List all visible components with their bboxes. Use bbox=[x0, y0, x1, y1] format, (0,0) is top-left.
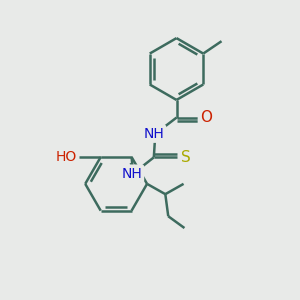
Text: O: O bbox=[200, 110, 212, 125]
Text: S: S bbox=[181, 150, 190, 165]
Text: NH: NH bbox=[143, 127, 164, 141]
Text: HO: HO bbox=[56, 150, 77, 164]
Text: NH: NH bbox=[122, 167, 142, 181]
